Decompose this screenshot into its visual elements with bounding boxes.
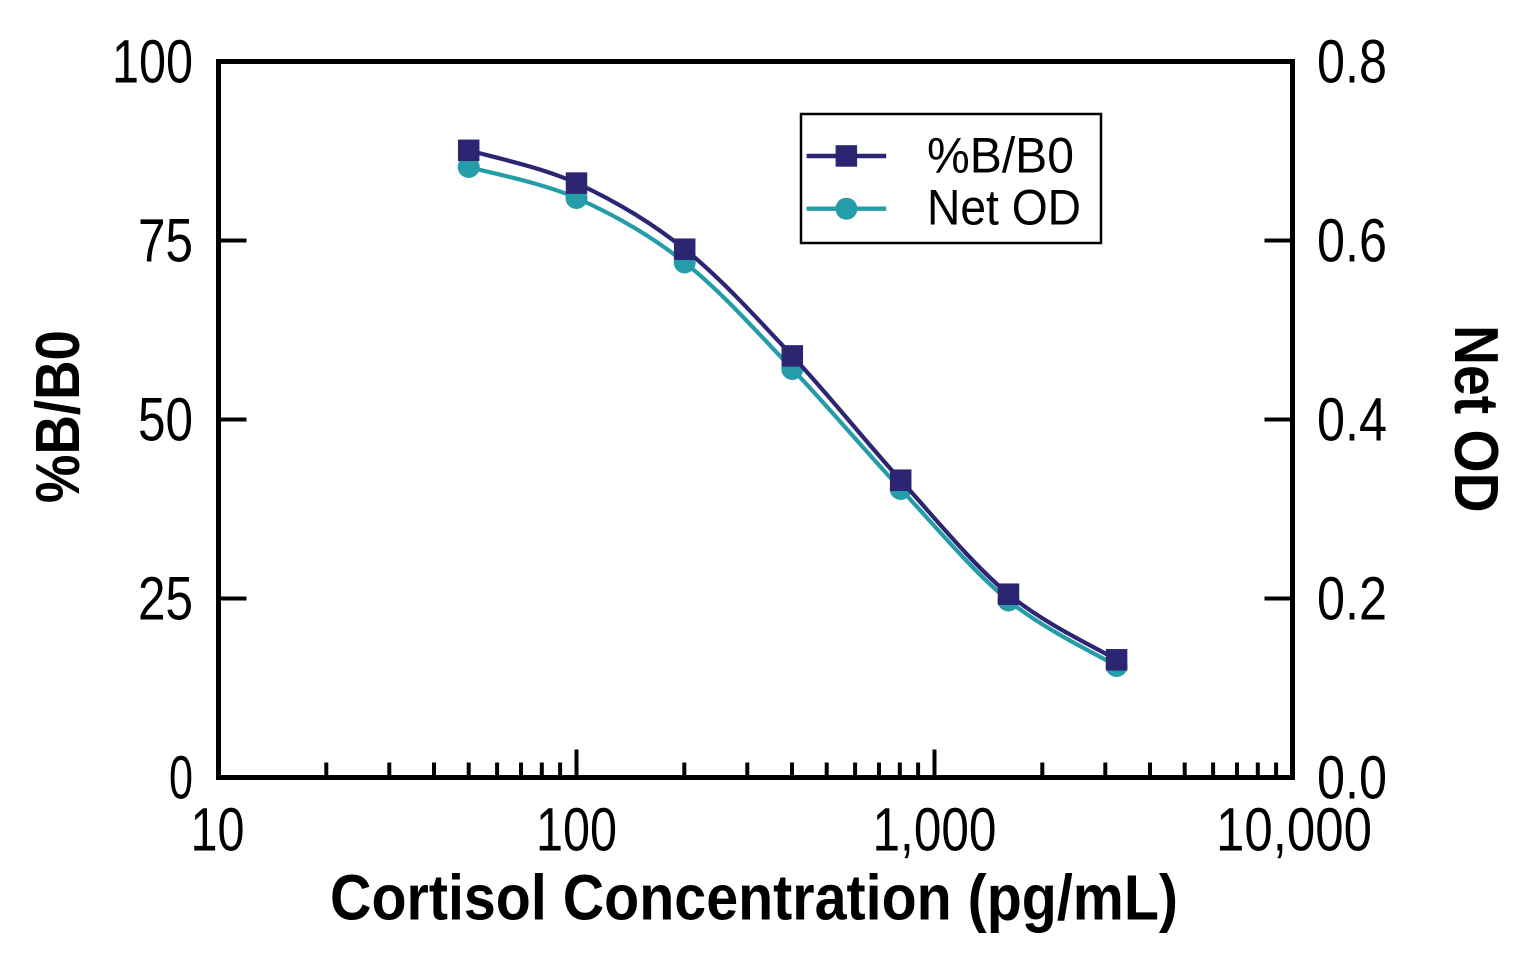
- svg-text:%B/B0: %B/B0: [24, 330, 93, 503]
- svg-text:Net OD: Net OD: [927, 180, 1081, 236]
- svg-text:25: 25: [138, 565, 193, 633]
- svg-text:50: 50: [138, 386, 193, 454]
- svg-text:10: 10: [191, 796, 245, 864]
- svg-text:Cortisol Concentration (pg/mL): Cortisol Concentration (pg/mL): [330, 862, 1178, 934]
- svg-text:100: 100: [536, 796, 617, 864]
- svg-text:%B/B0: %B/B0: [927, 128, 1074, 184]
- svg-text:0: 0: [169, 744, 193, 812]
- svg-text:100: 100: [112, 28, 193, 96]
- svg-text:0.6: 0.6: [1317, 207, 1387, 275]
- svg-text:1,000: 1,000: [873, 796, 997, 864]
- svg-text:0.8: 0.8: [1317, 28, 1387, 96]
- svg-text:75: 75: [138, 207, 193, 275]
- svg-text:10,000: 10,000: [1216, 796, 1372, 864]
- svg-text:Net OD: Net OD: [1441, 325, 1510, 513]
- svg-text:0.0: 0.0: [1317, 744, 1387, 812]
- svg-text:0.4: 0.4: [1317, 386, 1387, 454]
- svg-text:0.2: 0.2: [1317, 565, 1387, 633]
